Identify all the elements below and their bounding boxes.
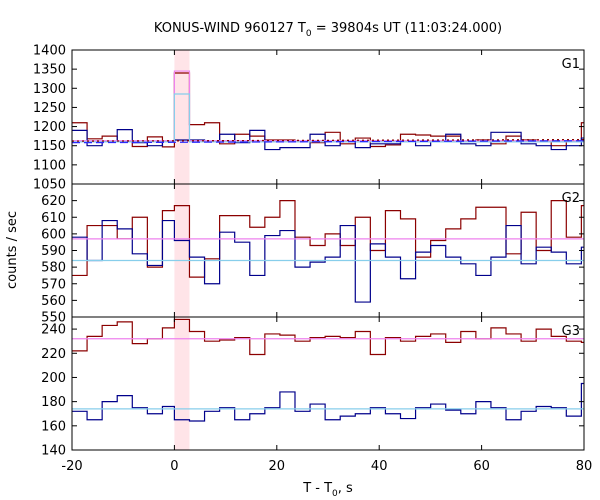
panel-g3-series-1 <box>72 318 584 356</box>
trigger-interval-band <box>174 50 190 450</box>
y-tick-label-g1-1350: 1350 <box>33 63 66 78</box>
y-tick-label-g1-1250: 1250 <box>33 101 66 116</box>
y-tick-label-g3-160: 160 <box>41 419 66 434</box>
y-tick-label-g2-610: 610 <box>41 211 66 226</box>
panel-g1-fit-line-1 <box>71 140 585 144</box>
y-tick-label-g2-570: 570 <box>41 277 66 292</box>
x-tick-label-0: 0 <box>170 459 178 474</box>
y-tick-label-g3-180: 180 <box>41 395 66 410</box>
x-axis-label-tail: , s <box>338 481 353 496</box>
x-axis-label-subscript: 0 <box>332 489 338 499</box>
y-tick-label-g1-1300: 1300 <box>33 82 66 97</box>
panel-g3-frame <box>71 316 585 451</box>
panel-label-g1: G1 <box>562 57 580 72</box>
y-tick-label-g3-220: 220 <box>41 347 66 362</box>
trigger-interval-shading <box>174 50 190 450</box>
panel-g1: 1050 1100 1150 1200 1250 1300 1350 1400 G1 <box>33 44 585 193</box>
x-tick-label--20: -20 <box>61 459 82 474</box>
x-axis-label-main: T - T <box>302 481 332 496</box>
y-tick-label-g2-620: 620 <box>41 194 66 209</box>
x-axis-label: T - T0, s <box>302 481 353 499</box>
panel-g1-series-3 <box>72 70 584 142</box>
panel-label-g3: G3 <box>562 324 580 339</box>
x-tick-label-60: 60 <box>473 459 490 474</box>
y-tick-label-g1-1200: 1200 <box>33 120 66 135</box>
y-tick-label-g2-550: 550 <box>41 311 66 326</box>
title-tail: = 39804s UT (11:03:24.000) <box>312 21 502 36</box>
x-tick-label-40: 40 <box>371 459 388 474</box>
title-main: KONUS-WIND 960127 T <box>154 21 306 36</box>
panel-g3: 140 160 180 200 220 240 G3 <box>41 316 585 459</box>
detector-panels: 10501100115012001250130013501400G1550560… <box>33 44 592 475</box>
panel-g3-series-2 <box>72 382 584 422</box>
y-tick-label-g3-140: 140 <box>41 444 66 459</box>
y-tick-label-g2-590: 590 <box>41 244 66 259</box>
panel-g1-series-1 <box>72 72 584 148</box>
y-tick-label-g1-1400: 1400 <box>33 44 66 59</box>
y-tick-label-g3-240: 240 <box>41 323 66 338</box>
x-tick-label-20: 20 <box>269 459 286 474</box>
y-tick-label-g2-560: 560 <box>41 294 66 309</box>
panel-label-g2: G2 <box>562 191 580 206</box>
y-tick-label-g2-600: 600 <box>41 227 66 242</box>
y-tick-label-g1-1100: 1100 <box>33 158 66 173</box>
title-subscript: 0 <box>306 29 312 39</box>
y-tick-label-g3-200: 200 <box>41 371 66 386</box>
panel-g1-fit-line-2 <box>71 138 585 142</box>
panel-g1-series-2 <box>72 129 584 151</box>
chart-title: KONUS-WIND 960127 T0 = 39804s UT (11:03:… <box>154 21 502 39</box>
x-tick-label-80: 80 <box>576 459 593 474</box>
y-tick-label-g2-580: 580 <box>41 261 66 276</box>
panel-g1-series-4 <box>72 93 584 143</box>
y-axis-label: counts / sec <box>5 211 20 289</box>
panel-g1-frame <box>71 49 585 185</box>
y-tick-label-g1-1150: 1150 <box>33 139 66 154</box>
y-tick-label-g1-1050: 1050 <box>33 178 66 193</box>
panel-g2-series-2 <box>72 219 584 303</box>
panel-g2-frame <box>71 183 585 318</box>
